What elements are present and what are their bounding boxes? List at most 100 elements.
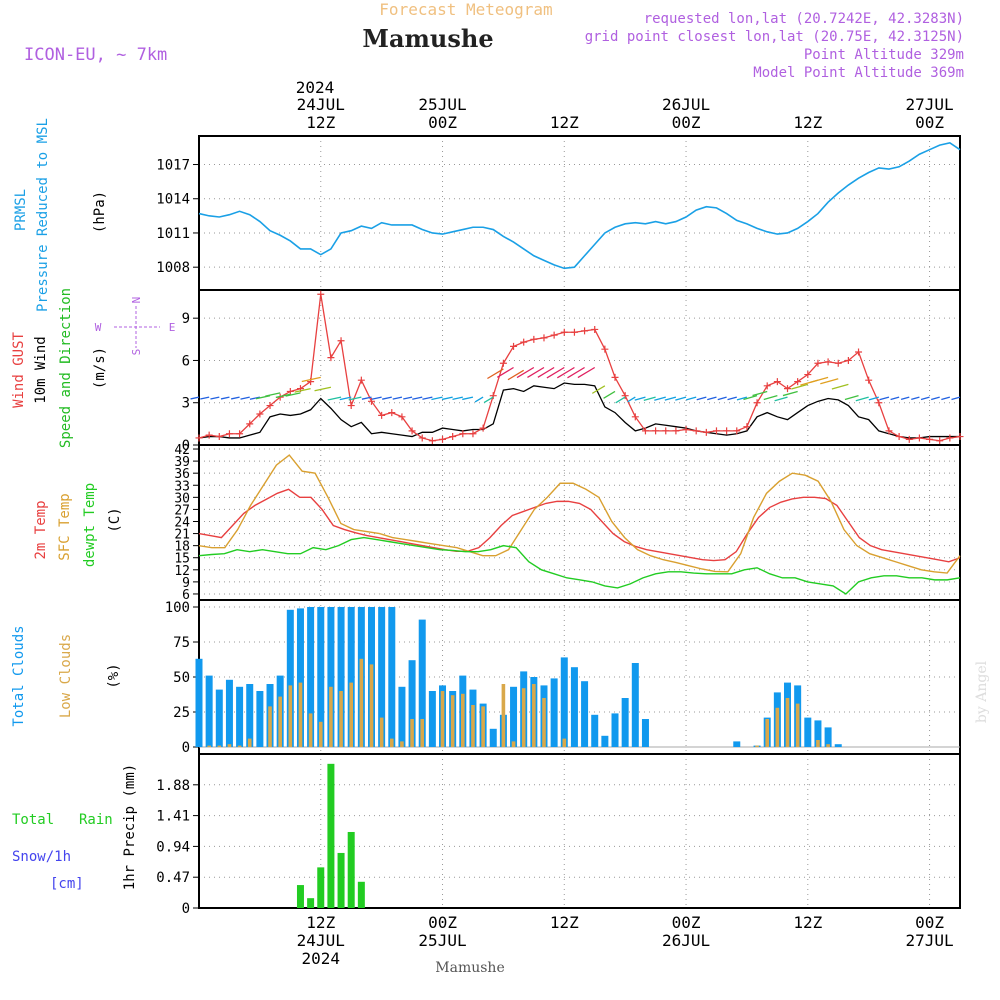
gust-marker (499, 359, 507, 367)
wind-direction-arrow (603, 390, 616, 399)
compass-icon: N W E S (95, 297, 176, 356)
gust-marker (621, 392, 629, 400)
low-cloud-bar (461, 693, 465, 747)
wind-direction-arrow (452, 396, 463, 400)
total-label: Total (12, 812, 54, 828)
precip-unit: 1hr Precip (mm) (122, 764, 138, 890)
low-cloud-bar (471, 705, 475, 747)
low-cloud-bar (440, 691, 445, 747)
low-cloud-bar (501, 684, 506, 747)
rain-bar (296, 885, 304, 908)
low-cloud-bar (308, 713, 313, 747)
low-cloud-bar (318, 721, 323, 747)
wind-direction-arrow (567, 366, 585, 379)
y-tick-label: 18 (174, 540, 190, 555)
total-cloud-bar (611, 713, 619, 747)
panel-frame (198, 753, 961, 909)
wind-direction-arrow (210, 396, 220, 400)
gust-marker (530, 335, 538, 343)
rain-bar (337, 852, 345, 908)
pressure-label-2: Pressure Reduced to MSL (35, 118, 51, 312)
temp-labels: 2m Temp SFC Temp dewpt Temp (C) (33, 483, 123, 567)
gust-marker (378, 411, 386, 419)
y-tick-label: 0 (182, 740, 190, 756)
wind-direction-arrow (314, 386, 332, 392)
gust-marker (763, 382, 771, 390)
gust-marker (753, 399, 761, 407)
gust-marker (692, 427, 700, 435)
wind-direction-arrow (301, 376, 321, 383)
panel-0: 1008 1011 1014 1017 (156, 135, 961, 291)
total-clouds-label: Total Clouds (11, 625, 27, 726)
rain-bar (327, 763, 335, 908)
wind-direction-arrow (240, 396, 250, 400)
gust-marker (662, 427, 670, 435)
panel-4: 0 0.47 0.94 1.41 1.88 (156, 753, 961, 917)
rain-bar (357, 881, 365, 908)
y-tick-label: 1.41 (156, 809, 190, 825)
cloud-labels: Total Clouds Low Clouds (%) (11, 625, 122, 726)
low-cloud-bar (765, 719, 770, 747)
gust-marker (550, 331, 558, 339)
y-tick-label: 15 (174, 552, 190, 567)
low-cloud-bar (511, 741, 516, 747)
wind-direction-arrow (546, 366, 565, 379)
wind-direction-arrow (675, 396, 687, 401)
gust-marker (215, 433, 223, 441)
compass-w: W (95, 321, 102, 334)
low-cloud-bar (237, 745, 242, 747)
total-cloud-bar (205, 675, 213, 747)
gust-marker (814, 359, 822, 367)
pressure-line (198, 141, 961, 270)
gust-marker (489, 392, 497, 400)
gust-marker (236, 430, 244, 438)
bottom-tick-label: 24JUL (297, 931, 345, 950)
total-cloud-bar (560, 657, 568, 747)
gust-line (198, 294, 961, 442)
wind-direction-arrow (371, 396, 382, 400)
pressure-label-1: PRMSL (13, 189, 29, 231)
y-tick-label: 1014 (156, 192, 190, 208)
wind-direction-arrow (809, 376, 829, 384)
direction-label: Speed and Direction (58, 288, 74, 448)
wind-direction-arrow (348, 396, 362, 401)
gust-marker (337, 337, 345, 345)
y-tick-label: 1008 (156, 260, 190, 276)
sfc-label: SFC Temp (57, 493, 73, 560)
bottom-tick-label: 12Z (550, 913, 579, 932)
y-tick-label: 1.88 (156, 778, 190, 794)
y-tick-label: 9 (182, 311, 190, 327)
low-cloud-bar (369, 664, 374, 747)
wind-direction-arrow (294, 388, 311, 393)
low-cloud-bar (278, 696, 282, 747)
gust-marker (611, 373, 619, 381)
wind-direction-arrow (431, 396, 443, 401)
wind-direction-arrow (577, 366, 596, 379)
wind-direction-arrow (487, 368, 504, 380)
gust-marker (956, 433, 964, 441)
top-tick-label: 12Z (306, 113, 335, 132)
y-tick-label: 1017 (156, 158, 190, 174)
y-tick-label: 50 (173, 670, 190, 686)
total-cloud-bar (327, 607, 335, 747)
gust-marker (256, 410, 264, 418)
panel-3: 0 25 50 75 100 (165, 599, 961, 756)
total-cloud-bar (581, 681, 589, 747)
total-cloud-bar (286, 609, 294, 747)
wind-direction-arrow (412, 396, 423, 400)
low-cloud-bar (217, 745, 222, 747)
wind-direction-arrow (496, 366, 514, 378)
top-tick-label: 12Z (550, 113, 579, 132)
low-cloud-bar (379, 717, 384, 747)
bottom-tick-label: 00Z (915, 913, 944, 932)
wind-direction-arrow (707, 396, 717, 401)
wind-direction-arrow (717, 396, 727, 401)
total-cloud-bar (195, 658, 203, 747)
total-cloud-bar (591, 714, 599, 747)
wind-direction-arrow (634, 396, 646, 401)
gust-marker (702, 428, 710, 436)
wind-direction-arrow (643, 396, 656, 402)
gust-marker (855, 348, 863, 356)
y-tick-label: 33 (174, 479, 190, 494)
low-cloud-bar (481, 706, 485, 747)
